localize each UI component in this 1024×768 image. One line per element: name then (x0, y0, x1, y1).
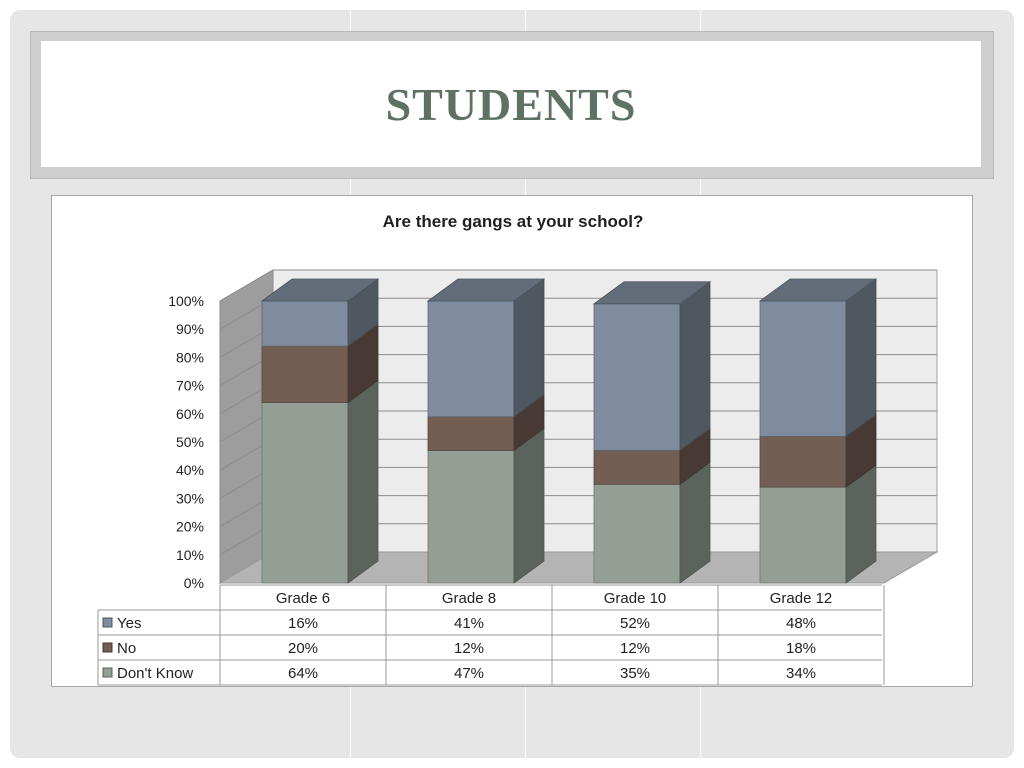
bar-segment-front (593, 483, 681, 584)
data-table-value: 20% (288, 640, 318, 657)
bar-segment-top (426, 278, 546, 302)
y-tick-label: 100% (168, 293, 204, 309)
legend-key (102, 667, 113, 678)
y-tick-label: 80% (176, 349, 204, 365)
bar-segment-front (427, 300, 515, 418)
bar-segment-side (347, 379, 379, 584)
y-tick-label: 30% (176, 490, 204, 506)
bar-segment-front (427, 450, 515, 584)
legend-label: Don't Know (117, 665, 193, 682)
data-table-value: 52% (620, 615, 650, 632)
slide-title: STUDENTS (385, 78, 637, 130)
y-tick-label: 10% (176, 547, 204, 563)
bar-segment-side (513, 278, 545, 418)
x-category-label: Grade 12 (770, 590, 833, 607)
chart-title: Are there gangs at your school? (383, 212, 644, 231)
bar-segment-front (759, 435, 847, 488)
data-table-value: 47% (454, 665, 484, 682)
chart-container: Are there gangs at your school? 0% 10% 20% 3… (51, 195, 973, 687)
bar-segment-side (679, 281, 711, 452)
y-tick-label: 0% (184, 575, 204, 591)
bar-segment-front (759, 486, 847, 584)
bar-segment-front (261, 345, 349, 403)
y-tick-label: 90% (176, 321, 204, 337)
bar-segment-front (261, 402, 349, 584)
legend-label: No (117, 640, 136, 657)
data-table-value: 64% (288, 665, 318, 682)
y-tick-label: 50% (176, 434, 204, 450)
data-table-value: 16% (288, 615, 318, 632)
data-table-value: 12% (454, 640, 484, 657)
x-category-label: Grade 8 (442, 590, 496, 607)
data-table-value: 18% (786, 640, 816, 657)
data-table-value: 34% (786, 665, 816, 682)
data-table-value: 41% (454, 615, 484, 632)
title-panel: STUDENTS (41, 41, 981, 167)
x-category-label: Grade 6 (276, 590, 330, 607)
bar-segment-top (260, 278, 380, 302)
bar-segment-side (845, 278, 877, 438)
bar-segment-front (759, 300, 847, 437)
y-tick-label: 40% (176, 462, 204, 478)
x-category-label: Grade 10 (604, 590, 667, 607)
bar-segment-front (261, 300, 349, 347)
y-tick-label: 60% (176, 406, 204, 422)
bar-segment-top (758, 278, 878, 302)
y-tick-label: 20% (176, 519, 204, 535)
bar-segment-side (513, 427, 545, 584)
data-table-value: 12% (620, 640, 650, 657)
data-table-value: 48% (786, 615, 816, 632)
y-tick-label: 70% (176, 378, 204, 394)
gridline (219, 269, 937, 302)
bar-segment-front (593, 450, 681, 485)
data-table-value: 35% (620, 665, 650, 682)
bar-segment-front (427, 416, 515, 451)
stacked-bar-chart: Are there gangs at your school? 0% 10% 20% 3… (97, 212, 939, 686)
legend-key (102, 617, 113, 628)
bar-segment-front (593, 303, 681, 451)
legend-label: Yes (117, 615, 141, 632)
bar-segment-top (592, 281, 712, 305)
legend-key (102, 642, 113, 653)
